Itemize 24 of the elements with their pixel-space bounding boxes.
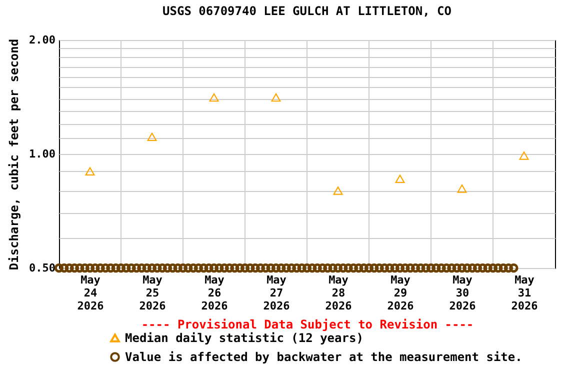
point xyxy=(209,93,219,102)
x-tick-label: May 30 2026 xyxy=(449,274,476,312)
text: ---- Provisional Data Subject to Revision ---- xyxy=(141,318,474,332)
y-tick-label: 2.00 xyxy=(29,34,56,46)
point xyxy=(519,151,529,160)
x-tick-label: May 24 2026 xyxy=(77,274,104,312)
y-tick-label: 1.00 xyxy=(29,148,56,160)
x-tick-label: May 28 2026 xyxy=(325,274,352,312)
y-axis-title: Discharge, cubic feet per second xyxy=(7,38,22,270)
x-tick-label: May 31 2026 xyxy=(511,274,538,312)
x-tick-label: May 27 2026 xyxy=(263,274,290,312)
chart-title: USGS 06709740 LEE GULCH AT LITTLETON, CO xyxy=(162,4,452,18)
legend-label: Value is affected by backwater at the measurement site. xyxy=(125,350,522,364)
point xyxy=(395,174,405,183)
point xyxy=(85,167,95,176)
y-tick-label: 0.50 xyxy=(29,262,56,274)
x-tick-label: May 29 2026 xyxy=(387,274,414,312)
legend-label: Median daily statistic (12 years) xyxy=(125,331,364,345)
x-tick-label: May 25 2026 xyxy=(139,274,166,312)
point xyxy=(457,184,467,193)
point xyxy=(147,132,157,142)
point xyxy=(271,93,281,102)
x-tick-label: May 26 2026 xyxy=(201,274,228,312)
point xyxy=(333,186,343,195)
